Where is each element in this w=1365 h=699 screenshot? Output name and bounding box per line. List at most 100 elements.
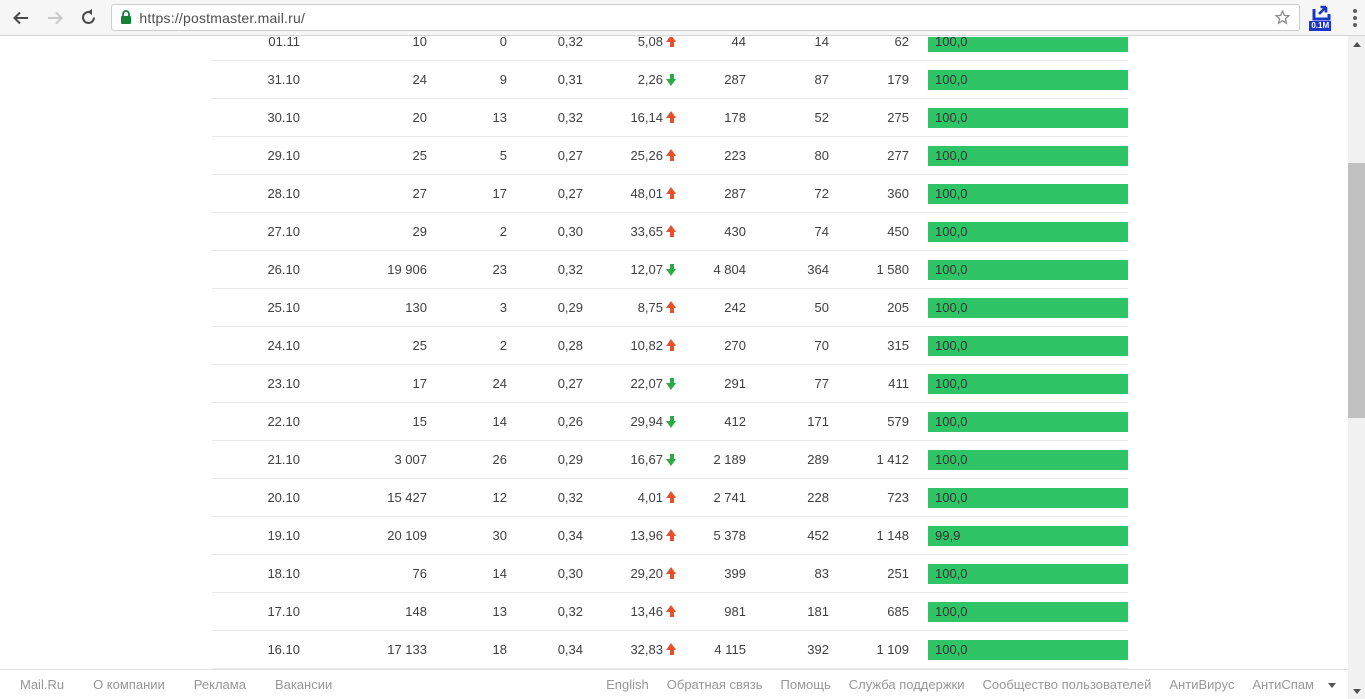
delivery-rate-bar: 100,0 (928, 221, 1128, 242)
trend-value: 32,83 (630, 642, 663, 657)
table-row: 24.10 25 2 0,28 10,82 270 70 315 100,0 (212, 327, 1128, 365)
table-row: 27.10 29 2 0,30 33,65 430 74 450 100,0 (212, 213, 1128, 251)
cell-value: 723 (887, 490, 909, 505)
cell-value: 289 (807, 452, 829, 467)
bookmark-star-icon[interactable] (1274, 9, 1291, 26)
table-row: 16.10 17 133 18 0,34 32,83 4 115 392 1 109 100,0 (212, 631, 1128, 669)
cell-value: 315 (887, 338, 909, 353)
cell-value: 0,30 (557, 224, 583, 239)
cell-delivery-bar: 100,0 (928, 37, 1128, 52)
trend-up-arrow-icon (666, 529, 677, 542)
footer-dropdown-caret[interactable] (1328, 683, 1336, 688)
cell-value: 0,32 (557, 110, 583, 125)
vertical-scrollbar[interactable] (1348, 36, 1365, 699)
footer-link[interactable]: Сообщество пользователей (982, 677, 1152, 692)
table-row: 26.10 19 906 23 0,32 12,07 4 804 364 1 580 100,0 (212, 251, 1128, 289)
cell-value: 17 133 (387, 642, 427, 657)
cell-trend: 2,26 (583, 72, 677, 87)
cell-delivery-bar: 100,0 (928, 221, 1128, 242)
footer-link[interactable]: АнтиВирус (1169, 677, 1235, 692)
cell-date: 16.10 (267, 642, 300, 657)
cell-value: 2 (499, 338, 507, 353)
refresh-button[interactable] (76, 5, 102, 31)
address-bar[interactable]: https://postmaster.mail.ru/ (111, 4, 1301, 31)
footer-link[interactable]: Помощь (780, 677, 831, 692)
cell-date: 26.10 (267, 262, 300, 277)
cell-value: 0,31 (557, 72, 583, 87)
back-button[interactable] (8, 5, 34, 31)
footer-link[interactable]: Обратная связь (666, 677, 763, 692)
scroll-down-arrow[interactable] (1348, 683, 1365, 699)
delivery-rate-bar: 100,0 (928, 37, 1128, 52)
footer-link[interactable]: Реклама (193, 677, 246, 692)
footer-link[interactable]: АнтиСпам (1252, 677, 1314, 692)
footer-link[interactable]: О компании (93, 677, 165, 692)
cell-value: 0,32 (557, 604, 583, 619)
cell-value: 399 (724, 566, 746, 581)
cell-value: 76 (412, 566, 427, 581)
cell-value: 70 (814, 338, 829, 353)
cell-trend: 22,07 (583, 376, 677, 391)
forward-button[interactable] (42, 5, 68, 31)
cell-trend: 16,14 (583, 110, 677, 125)
trend-value: 8,75 (637, 300, 663, 315)
cell-value: 44 (731, 37, 746, 49)
scrollbar-thumb[interactable] (1348, 163, 1365, 418)
cell-value: 10 (412, 37, 427, 49)
cell-value: 392 (807, 642, 829, 657)
cell-date: 19.10 (267, 528, 300, 543)
https-lock-icon (120, 10, 132, 25)
trend-down-arrow-icon (666, 453, 677, 466)
cell-date: 31.10 (267, 72, 300, 87)
url-text[interactable]: https://postmaster.mail.ru/ (139, 9, 306, 26)
cell-value: 19 906 (387, 262, 427, 277)
footer-link[interactable]: Mail.Ru (20, 677, 65, 692)
footer-link[interactable]: Вакансии (274, 677, 333, 692)
delivery-rate-bar: 100,0 (928, 411, 1128, 432)
cell-trend: 48,01 (583, 186, 677, 201)
page-content: 01.11 10 0 0,32 5,08 44 14 62 100,0 31.10 24 9 0,31 2… (0, 37, 1348, 669)
cell-value: 251 (887, 566, 909, 581)
cell-value: 277 (887, 148, 909, 163)
trend-value: 48,01 (630, 186, 663, 201)
cell-value: 364 (807, 262, 829, 277)
cell-value: 287 (724, 186, 746, 201)
delivery-rate-bar: 100,0 (928, 183, 1128, 204)
cell-date: 24.10 (267, 338, 300, 353)
cell-delivery-bar: 100,0 (928, 297, 1128, 318)
cell-delivery-bar: 100,0 (928, 373, 1128, 394)
cell-value: 287 (724, 72, 746, 87)
cell-value: 3 007 (394, 452, 427, 467)
trend-down-arrow-icon (666, 263, 677, 276)
menu-dot (1353, 22, 1358, 27)
trend-value: 10,82 (630, 338, 663, 353)
scroll-up-arrow[interactable] (1348, 36, 1365, 52)
statistics-table: 01.11 10 0 0,32 5,08 44 14 62 100,0 31.10 24 9 0,31 2… (212, 37, 1128, 669)
cell-value: 4 804 (713, 262, 746, 277)
footer-link[interactable]: English (606, 677, 649, 692)
cell-value: 0,27 (557, 148, 583, 163)
delivery-rate-bar: 100,0 (928, 487, 1128, 508)
cell-value: 15 427 (387, 490, 427, 505)
menu-dot (1353, 8, 1358, 13)
browser-menu-button[interactable] (1345, 5, 1365, 31)
cell-value: 2 (499, 224, 507, 239)
refresh-icon (82, 9, 95, 24)
delivery-rate-bar: 100,0 (928, 145, 1128, 166)
cell-date: 01.11 (268, 37, 300, 49)
cell-value: 83 (814, 566, 829, 581)
cell-value: 0,30 (557, 566, 583, 581)
extension-button[interactable]: 0.1M (1309, 3, 1335, 33)
cell-delivery-bar: 100,0 (928, 487, 1128, 508)
forward-icon (47, 11, 63, 24)
cell-trend: 29,20 (583, 566, 677, 581)
cell-date: 27.10 (267, 224, 300, 239)
cell-value: 20 109 (387, 528, 427, 543)
cell-trend: 4,01 (583, 490, 677, 505)
cell-date: 17.10 (267, 604, 300, 619)
cell-value: 18 (492, 642, 507, 657)
cell-value: 0,28 (557, 338, 583, 353)
footer-link[interactable]: Служба поддержки (848, 677, 965, 692)
delivery-rate-bar: 100,0 (928, 297, 1128, 318)
trend-down-arrow-icon (666, 377, 677, 390)
